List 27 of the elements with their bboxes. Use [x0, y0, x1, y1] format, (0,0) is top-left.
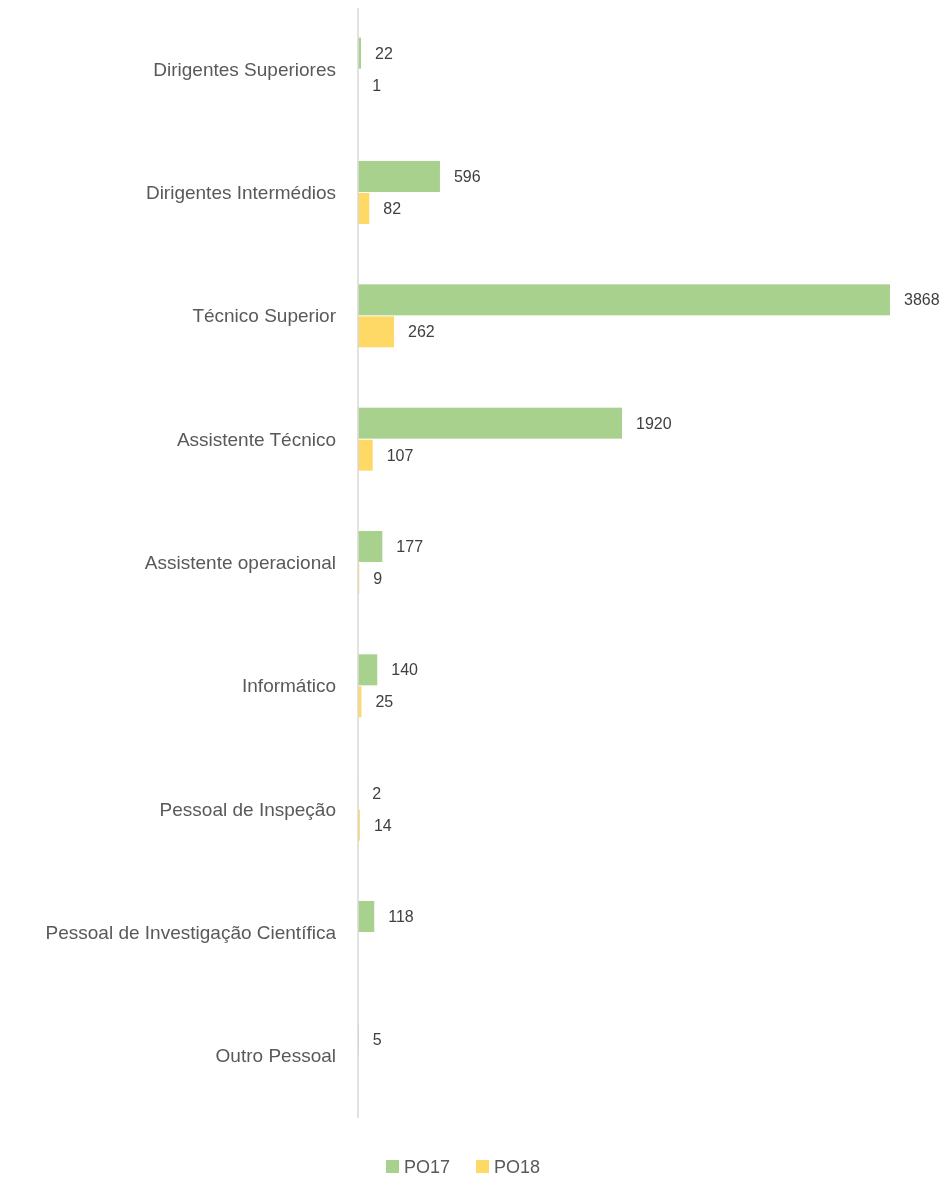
y-tick-label: Outro Pessoal — [215, 1045, 336, 1067]
data-label: 596 — [453, 168, 481, 185]
data-label: 14 — [373, 816, 392, 834]
data-label: 1920 — [636, 414, 672, 432]
data-label: 22 — [375, 44, 393, 62]
data-label: 262 — [408, 323, 435, 341]
data-label: 118 — [388, 908, 414, 925]
data-label: 2 — [372, 784, 382, 802]
y-tick-label: Assistente operacional — [144, 552, 336, 573]
y-tick-label: Dirigentes Intermédios — [145, 182, 336, 203]
data-label: 9 — [373, 570, 383, 587]
data-label: 177 — [396, 538, 424, 555]
y-tick-label: Assistente Técnico — [176, 428, 336, 450]
data-label: 5 — [372, 1031, 382, 1049]
y-tick-label: Pessoal de Inspeção — [159, 798, 336, 820]
data-label: 25 — [375, 693, 394, 711]
y-tick-label: Informático — [242, 675, 336, 697]
legend-label: PO17 — [404, 1157, 451, 1177]
data-label: 1 — [372, 76, 382, 94]
data-label: 3868 — [904, 291, 940, 309]
legend-label: PO18 — [494, 1157, 541, 1177]
y-tick-label: Dirigentes Superiores — [153, 58, 336, 80]
data-label: 140 — [391, 661, 419, 679]
data-label: 82 — [383, 200, 402, 217]
y-tick-label: Técnico Superior — [192, 305, 337, 327]
y-tick-label: Pessoal de Investigação Científica — [45, 922, 337, 943]
data-label: 107 — [386, 446, 414, 464]
